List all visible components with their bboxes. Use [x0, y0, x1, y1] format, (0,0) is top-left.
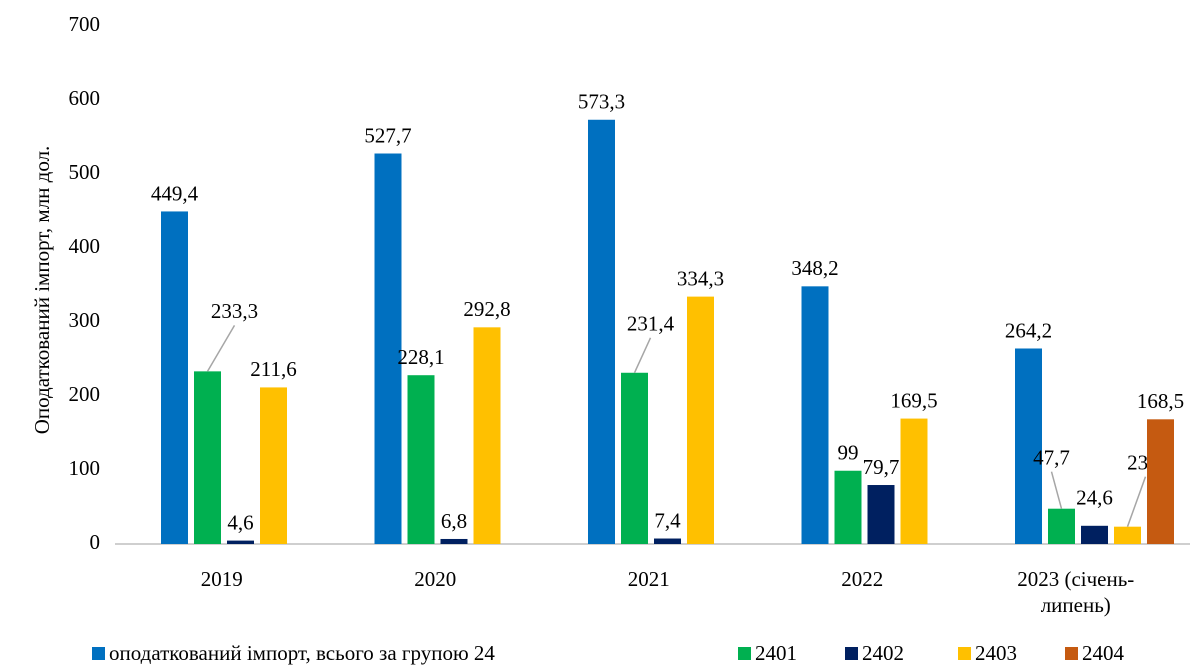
bar	[260, 387, 287, 544]
bar	[621, 372, 648, 544]
leader-line	[206, 324, 236, 372]
x-tick-label: 2021	[627, 567, 670, 591]
data-label: 348,2	[791, 256, 838, 280]
bar	[194, 371, 221, 544]
legend-label: 2401	[755, 641, 797, 665]
bar	[1048, 508, 1075, 544]
data-label: 79,7	[863, 455, 900, 479]
legend-swatch	[958, 647, 971, 660]
legend-swatch	[845, 647, 858, 660]
legend-swatch	[738, 647, 751, 660]
data-label: 292,8	[463, 297, 510, 321]
data-label: 47,7	[1033, 446, 1070, 470]
bar	[440, 538, 468, 544]
bar	[687, 296, 714, 544]
bar	[473, 327, 501, 544]
bar	[227, 540, 254, 544]
bar	[407, 375, 435, 544]
bar	[1147, 419, 1174, 544]
x-tick-label: 2020	[414, 567, 457, 591]
y-tick-label: 0	[90, 530, 101, 554]
data-label: 527,7	[364, 123, 411, 147]
data-label: 573,3	[578, 90, 625, 114]
data-label: 24,6	[1076, 486, 1113, 510]
data-label: 169,5	[890, 388, 937, 412]
leader-line	[1126, 476, 1147, 527]
bar	[801, 286, 829, 544]
data-label: 99	[838, 441, 859, 465]
data-label: 228,1	[397, 345, 444, 369]
y-tick-label: 200	[69, 382, 101, 406]
bar	[1015, 348, 1042, 544]
bar	[374, 153, 402, 544]
x-tick-label: 2023 (січень-липень)	[1017, 567, 1135, 617]
data-label: 334,3	[677, 266, 724, 290]
data-label: 168,5	[1137, 389, 1184, 413]
legend-swatch	[92, 647, 105, 660]
bar	[867, 485, 895, 544]
data-label: 7,4	[654, 508, 681, 532]
y-tick-label: 700	[69, 12, 101, 36]
y-tick-label: 400	[69, 234, 101, 258]
legend-label: 2404	[1082, 641, 1125, 665]
bar	[161, 211, 188, 544]
bar	[588, 119, 615, 545]
leader-line	[633, 337, 652, 374]
y-tick-label: 300	[69, 308, 101, 332]
x-tick-label: 2022	[841, 567, 884, 591]
y-tick-label: 100	[69, 456, 101, 480]
data-label: 4,6	[227, 510, 253, 534]
data-label: 233,3	[211, 299, 258, 323]
y-axis-title: Оподаткований імпорт, млн дол.	[30, 146, 54, 435]
legend-label: 2403	[975, 641, 1017, 665]
data-label: 264,2	[1005, 318, 1052, 342]
legend-label: оподаткований імпорт, всього за групою 2…	[109, 641, 495, 665]
bar	[654, 538, 681, 544]
bar	[1081, 525, 1108, 544]
y-tick-label: 600	[69, 86, 101, 110]
y-tick-label: 500	[69, 160, 101, 184]
bar	[1114, 526, 1141, 544]
data-label: 211,6	[250, 357, 296, 381]
data-label: 6,8	[441, 509, 467, 533]
bar	[900, 418, 928, 544]
data-label: 449,4	[151, 181, 199, 205]
data-label: 231,4	[627, 312, 675, 336]
x-tick-label: 2019	[200, 567, 243, 591]
legend-swatch	[1065, 647, 1078, 660]
leader-line	[1050, 471, 1063, 509]
bar	[834, 470, 862, 544]
legend-label: 2402	[862, 641, 904, 665]
